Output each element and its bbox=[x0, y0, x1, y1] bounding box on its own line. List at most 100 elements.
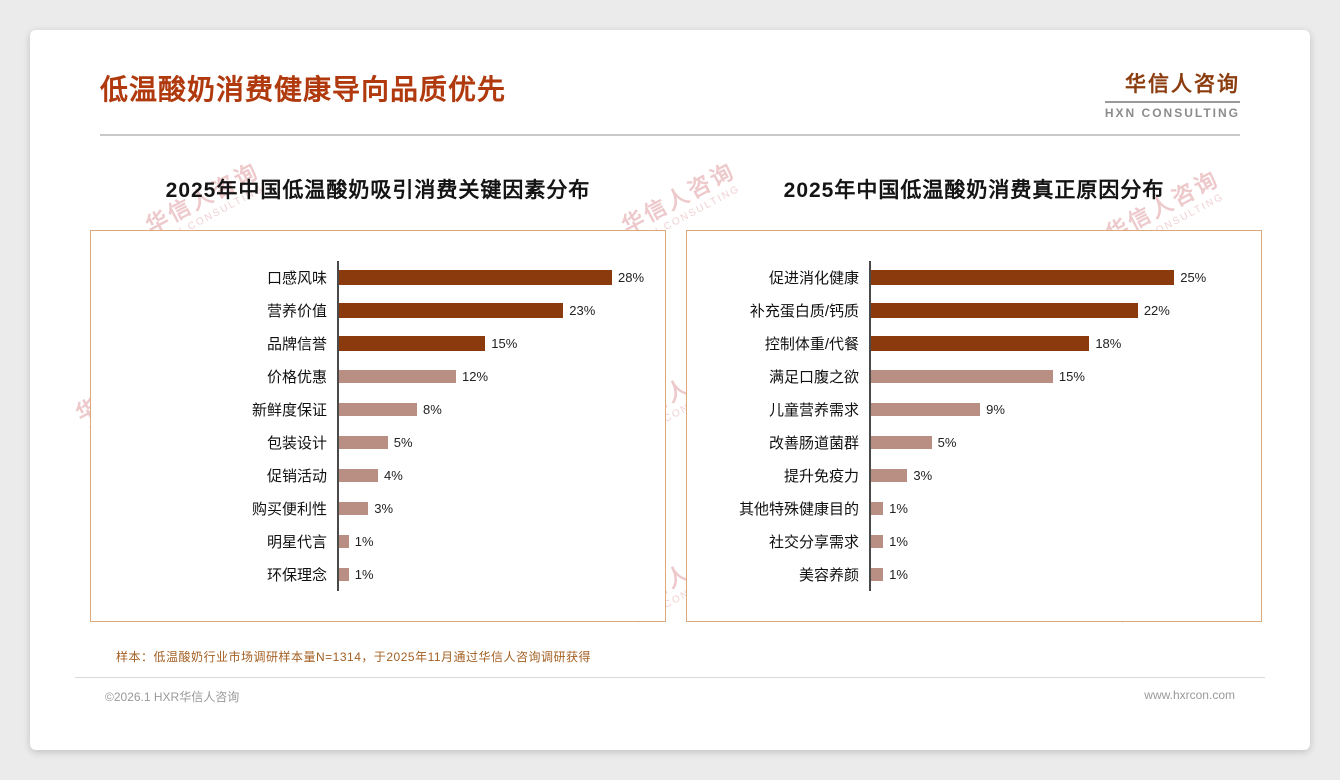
chart-row: 儿童营养需求 9% bbox=[687, 393, 1247, 426]
bar bbox=[871, 535, 884, 548]
chart-block-left: 2025年中国低温酸奶吸引消费关键因素分布 口感风味 28% 营养价值 23% 品牌信誉… bbox=[90, 174, 666, 622]
value-label: 28% bbox=[618, 270, 645, 285]
chart-row: 促销活动 4% bbox=[91, 459, 651, 492]
bar bbox=[339, 568, 349, 581]
category-label: 控制体重/代餐 bbox=[764, 336, 859, 353]
value-label: 1% bbox=[889, 567, 908, 582]
bar-track: 1% bbox=[869, 558, 1247, 591]
category-label: 营养价值 bbox=[266, 303, 327, 320]
bar-track: 18% bbox=[869, 327, 1247, 360]
bar bbox=[339, 535, 349, 548]
bar bbox=[871, 469, 908, 482]
bar-track: 1% bbox=[337, 558, 651, 591]
bar-chart-left: 口感风味 28% 营养价值 23% 品牌信誉 15% 价格优惠 12% 新鲜度保证 8% 包装设计 5… bbox=[90, 230, 666, 622]
value-label: 22% bbox=[1143, 303, 1170, 318]
bar-track: 15% bbox=[337, 327, 651, 360]
chart-row: 促进消化健康 25% bbox=[687, 261, 1247, 294]
chart-row: 控制体重/代餐 18% bbox=[687, 327, 1247, 360]
bar bbox=[871, 303, 1138, 318]
charts-area: 2025年中国低温酸奶吸引消费关键因素分布 口感风味 28% 营养价值 23% 品牌信誉… bbox=[30, 136, 1310, 622]
chart-row: 补充蛋白质/钙质 22% bbox=[687, 294, 1247, 327]
bar bbox=[871, 568, 884, 581]
bar-track: 3% bbox=[337, 492, 651, 525]
value-label: 23% bbox=[569, 303, 596, 318]
bar-track: 3% bbox=[869, 459, 1247, 492]
category-label: 价格优惠 bbox=[266, 369, 327, 386]
value-label: 3% bbox=[374, 501, 394, 516]
category-label: 新鲜度保证 bbox=[251, 402, 327, 419]
bar-track: 1% bbox=[869, 525, 1247, 558]
bar bbox=[339, 336, 486, 351]
category-label: 购买便利性 bbox=[251, 501, 327, 518]
title-divider bbox=[100, 134, 1240, 136]
category-label: 改善肠道菌群 bbox=[768, 435, 859, 452]
category-label: 儿童营养需求 bbox=[768, 402, 859, 419]
chart-row: 明星代言 1% bbox=[91, 525, 651, 558]
value-label: 1% bbox=[889, 534, 908, 549]
bar bbox=[339, 436, 388, 449]
page-title: 低温酸奶消费健康导向品质优先 bbox=[100, 74, 507, 105]
bar-track: 22% bbox=[869, 294, 1247, 327]
chart-row: 满足口腹之欲 15% bbox=[687, 360, 1247, 393]
bar-track: 5% bbox=[869, 426, 1247, 459]
value-label: 25% bbox=[1180, 270, 1207, 285]
bar bbox=[339, 403, 417, 416]
bar bbox=[871, 370, 1053, 383]
value-label: 15% bbox=[1058, 369, 1085, 384]
copyright-text: ©2026.1 HXR华信人咨询 bbox=[105, 690, 240, 704]
chart-row: 新鲜度保证 8% bbox=[91, 393, 651, 426]
bar bbox=[871, 502, 884, 515]
value-label: 1% bbox=[889, 501, 908, 516]
chart-row: 改善肠道菌群 5% bbox=[687, 426, 1247, 459]
value-label: 4% bbox=[384, 468, 403, 483]
category-label: 包装设计 bbox=[266, 435, 327, 452]
value-label: 5% bbox=[937, 435, 957, 450]
chart-row: 品牌信誉 15% bbox=[91, 327, 651, 360]
category-label: 明星代言 bbox=[266, 534, 327, 551]
value-label: 3% bbox=[913, 468, 933, 483]
bar-track: 23% bbox=[337, 294, 651, 327]
value-label: 1% bbox=[354, 534, 374, 549]
category-label: 其他特殊健康目的 bbox=[738, 501, 859, 518]
website-link[interactable]: www.hxrcon.com bbox=[1144, 688, 1235, 702]
footer: ©2026.1 HXR华信人咨询 www.hxrcon.com bbox=[75, 677, 1265, 705]
logo-cn-text: 华信人咨询 bbox=[1125, 73, 1240, 96]
bar-track: 1% bbox=[869, 492, 1247, 525]
chart-title-left: 2025年中国低温酸奶吸引消费关键因素分布 bbox=[165, 179, 591, 202]
bar bbox=[871, 436, 932, 449]
chart-row: 社交分享需求 1% bbox=[687, 525, 1247, 558]
bar-chart-right: 促进消化健康 25% 补充蛋白质/钙质 22% 控制体重/代餐 18% 满足口腹之欲 15% 儿… bbox=[686, 230, 1262, 622]
chart-row: 营养价值 23% bbox=[91, 294, 651, 327]
bar-track: 1% bbox=[337, 525, 651, 558]
bar-track: 9% bbox=[869, 393, 1247, 426]
bar-track: 15% bbox=[869, 360, 1247, 393]
header: 低温酸奶消费健康导向品质优先 华信人咨询 HXN CONSULTING bbox=[30, 30, 1310, 120]
chart-row: 提升免疫力 3% bbox=[687, 459, 1247, 492]
bar bbox=[871, 336, 1090, 351]
bar bbox=[339, 303, 564, 318]
chart-row: 环保理念 1% bbox=[91, 558, 651, 591]
bar-track: 4% bbox=[337, 459, 651, 492]
chart-row: 包装设计 5% bbox=[91, 426, 651, 459]
category-label: 促进消化健康 bbox=[768, 270, 859, 287]
bar bbox=[871, 403, 981, 416]
category-label: 口感风味 bbox=[266, 270, 327, 287]
chart-row: 价格优惠 12% bbox=[91, 360, 651, 393]
category-label: 促销活动 bbox=[266, 468, 327, 485]
chart-block-right: 2025年中国低温酸奶消费真正原因分布 促进消化健康 25% 补充蛋白质/钙质 22%… bbox=[686, 174, 1262, 622]
value-label: 1% bbox=[354, 567, 374, 582]
bar-track: 12% bbox=[337, 360, 651, 393]
category-label: 补充蛋白质/钙质 bbox=[749, 303, 859, 320]
value-label: 5% bbox=[393, 435, 413, 450]
category-label: 社交分享需求 bbox=[768, 534, 859, 551]
category-label: 美容养颜 bbox=[798, 567, 859, 584]
slide-card: 华信人咨询 HXN CONSULTING 华信人咨询 HXN CONSULTING 华信… bbox=[30, 30, 1310, 750]
value-label: 8% bbox=[423, 402, 442, 417]
value-label: 15% bbox=[491, 336, 518, 351]
bar bbox=[339, 502, 369, 515]
bar bbox=[871, 270, 1175, 285]
category-label: 满足口腹之欲 bbox=[768, 369, 859, 386]
chart-row: 口感风味 28% bbox=[91, 261, 651, 294]
bar-track: 28% bbox=[337, 261, 651, 294]
